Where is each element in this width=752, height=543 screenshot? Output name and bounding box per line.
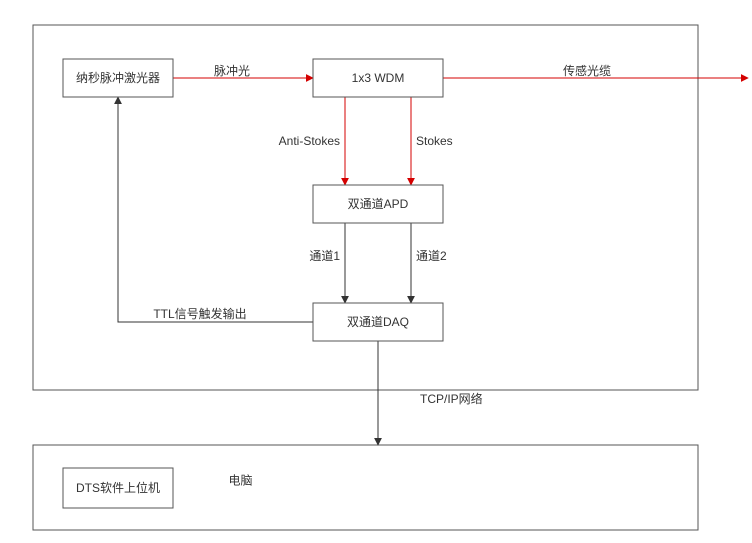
node-label-wdm: 1x3 WDM bbox=[352, 71, 405, 85]
edge-daq-left-laser-bottom bbox=[118, 97, 313, 322]
edge-label-apd-bottom-right-daq-top-right: 通道2 bbox=[416, 249, 447, 263]
edge-label-wdm-right-fiber-out: 传感光缆 bbox=[563, 63, 611, 78]
edge-label-daq-bottom-bottom-box-top: TCP/IP网络 bbox=[420, 391, 483, 406]
node-label-laser: 纳秒脉冲激光器 bbox=[76, 70, 160, 85]
edge-label-daq-left-laser-bottom: TTL信号触发输出 bbox=[153, 306, 246, 321]
node-label-apd: 双通道APD bbox=[348, 197, 409, 211]
node-label-pc: 电脑 bbox=[228, 474, 252, 488]
node-label-dts: DTS软件上位机 bbox=[76, 480, 160, 495]
node-label-daq: 双通道DAQ bbox=[347, 315, 409, 329]
edge-label-wdm-bottom-left-apd-top-left: Anti-Stokes bbox=[279, 134, 340, 148]
edge-label-wdm-bottom-right-apd-top-right: Stokes bbox=[416, 134, 453, 148]
edge-label-apd-bottom-left-daq-top-left: 通道1 bbox=[309, 249, 340, 263]
edge-label-laser-right-wdm-left: 脉冲光 bbox=[214, 63, 250, 78]
